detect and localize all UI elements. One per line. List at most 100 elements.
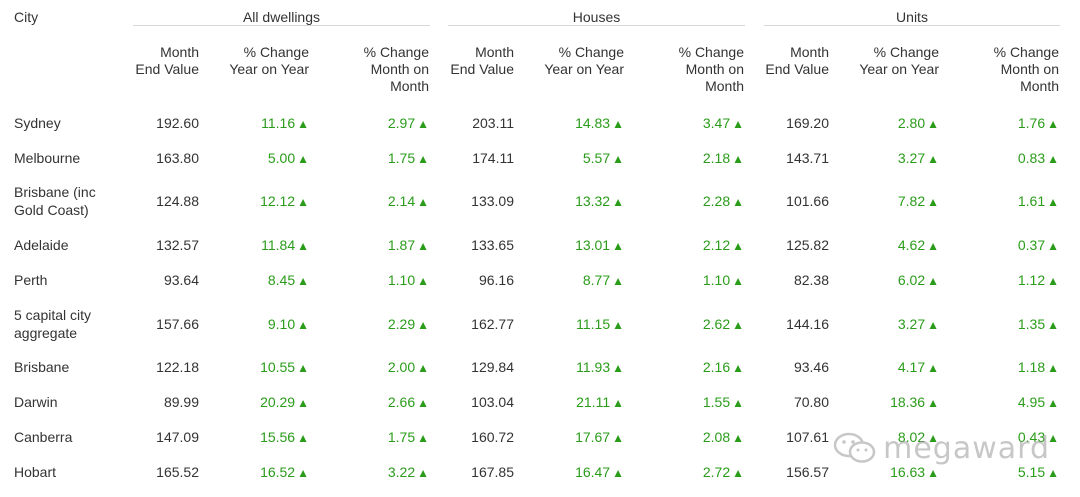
cell-houses-yoy-change: 11.15 ▲ [514, 315, 624, 334]
cell-value: 2.00 [387, 359, 416, 375]
cell-all-dwellings-mom-change: 1.75 ▲ [319, 428, 429, 447]
cell-units-month-end-value: 70.80 [719, 393, 829, 411]
cell-units-yoy-change: 16.63 ▲ [829, 463, 939, 482]
cell-all-dwellings-yoy-change: 12.12 ▲ [199, 192, 309, 211]
cell-value: 2.66 [387, 394, 416, 410]
cell-value: 122.18 [156, 359, 199, 375]
cell-units-month-end-value: 125.82 [719, 236, 829, 254]
cell-houses-yoy-change: 13.01 ▲ [514, 236, 624, 255]
cell-value: 157.66 [156, 316, 199, 332]
up-arrow-icon: ▲ [612, 431, 624, 445]
cell-value: 16.52 [260, 464, 296, 480]
column-header-all-dwellings-mom-change: % Change Month on Month [363, 44, 429, 94]
watermark: megaward [833, 428, 1050, 468]
cell-houses-mom-change: 2.18 ▲ [634, 149, 744, 168]
up-arrow-icon: ▲ [297, 195, 309, 209]
cell-value: 0.83 [1017, 150, 1046, 166]
up-arrow-icon: ▲ [297, 361, 309, 375]
cell-all-dwellings-mom-change: 1.87 ▲ [319, 236, 429, 255]
cell-units-yoy-change: 7.82 ▲ [829, 192, 939, 211]
cell-value: 70.80 [793, 394, 829, 410]
up-arrow-icon: ▲ [612, 117, 624, 131]
column-header-units-yoy-change: % Change Year on Year [859, 44, 939, 77]
cell-houses-yoy-change: 21.11 ▲ [514, 393, 624, 412]
cell-value: 2.14 [387, 193, 416, 209]
cell-value: 2.29 [387, 316, 416, 332]
cell-value: 125.82 [786, 237, 829, 253]
cell-houses-yoy-change: 11.93 ▲ [514, 358, 624, 377]
cell-value: 16.63 [890, 464, 926, 480]
group-rule [764, 25, 1060, 26]
cell-houses-yoy-change: 5.57 ▲ [514, 149, 624, 168]
cell-value: 15.56 [260, 429, 296, 445]
cell-houses-month-end-value: 96.16 [404, 271, 514, 289]
cell-value: 13.32 [575, 193, 611, 209]
cell-value: 2.72 [702, 464, 731, 480]
cell-value: 156.57 [786, 464, 829, 480]
up-arrow-icon: ▲ [927, 239, 939, 253]
cell-all-dwellings-month-end-value: 163.80 [89, 149, 199, 167]
up-arrow-icon: ▲ [732, 361, 744, 375]
up-arrow-icon: ▲ [612, 466, 624, 480]
cell-all-dwellings-yoy-change: 11.16 ▲ [199, 114, 309, 133]
cell-value: 16.47 [575, 464, 611, 480]
up-arrow-icon: ▲ [417, 239, 429, 253]
cell-value: 1.10 [702, 272, 731, 288]
column-header-houses-month-end-value: Month End Value [450, 44, 514, 77]
up-arrow-icon: ▲ [732, 396, 744, 410]
cell-houses-month-end-value: 160.72 [404, 428, 514, 446]
cell-value: 174.11 [472, 150, 514, 166]
cell-value: 3.27 [897, 150, 926, 166]
city-name: Brisbane (inc Gold Coast) [14, 184, 96, 218]
cell-value: 1.76 [1017, 115, 1046, 131]
up-arrow-icon: ▲ [927, 195, 939, 209]
cell-units-yoy-change: 8.02 ▲ [829, 428, 939, 447]
cell-all-dwellings-month-end-value: 192.60 [89, 114, 199, 132]
up-arrow-icon: ▲ [417, 117, 429, 131]
cell-value: 89.99 [163, 394, 199, 410]
cell-all-dwellings-month-end-value: 157.66 [89, 315, 199, 333]
cell-units-mom-change: 1.76 ▲ [949, 114, 1059, 133]
up-arrow-icon: ▲ [417, 466, 429, 480]
column-header-houses-mom-change: % Change Month on Month [678, 44, 744, 94]
cell-all-dwellings-mom-change: 2.00 ▲ [319, 358, 429, 377]
up-arrow-icon: ▲ [297, 318, 309, 332]
cell-houses-yoy-change: 14.83 ▲ [514, 114, 624, 133]
up-arrow-icon: ▲ [732, 195, 744, 209]
cell-value: 5.15 [1017, 464, 1046, 480]
up-arrow-icon: ▲ [732, 239, 744, 253]
cell-value: 133.65 [471, 237, 514, 253]
cell-value: 1.55 [702, 394, 731, 410]
group-header-all-dwellings: All dwellings [242, 9, 321, 25]
cell-houses-yoy-change: 13.32 ▲ [514, 192, 624, 211]
cell-houses-yoy-change: 16.47 ▲ [514, 463, 624, 482]
cell-houses-mom-change: 1.55 ▲ [634, 393, 744, 412]
cell-value: 2.97 [387, 115, 416, 131]
up-arrow-icon: ▲ [297, 396, 309, 410]
up-arrow-icon: ▲ [417, 274, 429, 288]
cell-value: 163.80 [156, 150, 199, 166]
up-arrow-icon: ▲ [417, 318, 429, 332]
city-name: Sydney [14, 115, 61, 131]
up-arrow-icon: ▲ [612, 361, 624, 375]
cell-houses-month-end-value: 174.11 [404, 149, 514, 167]
cell-houses-month-end-value: 133.09 [404, 192, 514, 210]
up-arrow-icon: ▲ [612, 239, 624, 253]
cell-units-yoy-change: 3.27 ▲ [829, 149, 939, 168]
cell-value: 96.16 [478, 272, 514, 288]
cell-units-mom-change: 1.35 ▲ [949, 315, 1059, 334]
up-arrow-icon: ▲ [1047, 239, 1059, 253]
cell-value: 8.77 [582, 272, 611, 288]
cell-all-dwellings-mom-change: 3.22 ▲ [319, 463, 429, 482]
cell-houses-month-end-value: 133.65 [404, 236, 514, 254]
cell-all-dwellings-mom-change: 2.97 ▲ [319, 114, 429, 133]
cell-value: 1.18 [1017, 359, 1046, 375]
cell-houses-mom-change: 2.08 ▲ [634, 428, 744, 447]
up-arrow-icon: ▲ [297, 239, 309, 253]
column-header-all-dwellings-yoy-change: % Change Year on Year [229, 44, 309, 77]
cell-units-yoy-change: 6.02 ▲ [829, 271, 939, 290]
wechat-icon [833, 432, 876, 463]
cell-units-month-end-value: 156.57 [719, 463, 829, 481]
cell-value: 11.84 [261, 237, 296, 253]
city-name: Hobart [14, 464, 57, 480]
